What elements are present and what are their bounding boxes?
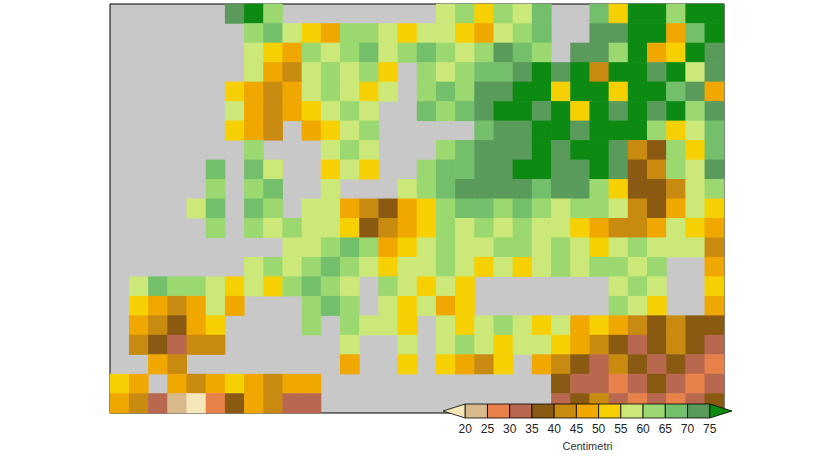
- svg-text:35: 35: [525, 422, 539, 436]
- svg-text:40: 40: [547, 422, 561, 436]
- svg-text:20: 20: [459, 422, 473, 436]
- svg-text:60: 60: [636, 422, 650, 436]
- svg-text:55: 55: [614, 422, 628, 436]
- svg-text:50: 50: [592, 422, 606, 436]
- svg-text:70: 70: [681, 422, 695, 436]
- svg-text:75: 75: [703, 422, 717, 436]
- svg-text:25: 25: [481, 422, 495, 436]
- svg-text:65: 65: [659, 422, 673, 436]
- svg-text:45: 45: [570, 422, 584, 436]
- svg-text:30: 30: [503, 422, 517, 436]
- svg-text:Centimetri: Centimetri: [562, 440, 612, 452]
